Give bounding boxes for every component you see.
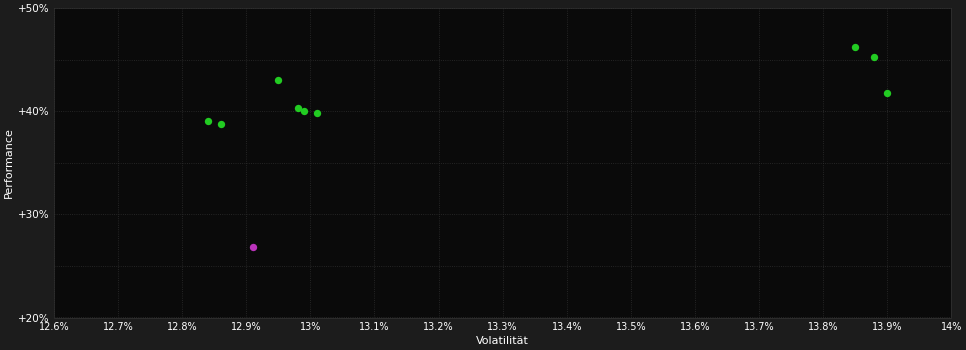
Point — [847, 44, 863, 50]
Point — [245, 245, 261, 250]
X-axis label: Volatilität: Volatilität — [476, 336, 529, 346]
Point — [200, 118, 215, 123]
Point — [270, 78, 286, 83]
Point — [867, 54, 882, 60]
Y-axis label: Performance: Performance — [4, 127, 14, 198]
Point — [879, 90, 895, 96]
Point — [297, 108, 312, 114]
Point — [290, 105, 305, 111]
Point — [309, 111, 325, 116]
Point — [213, 121, 228, 126]
